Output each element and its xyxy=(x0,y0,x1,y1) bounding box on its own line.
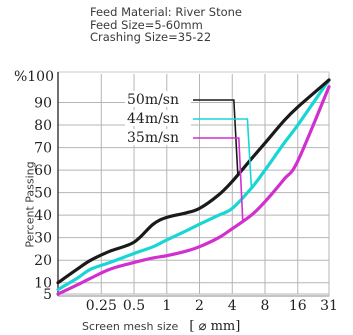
x-axis-unit: [ ⌀ mm] xyxy=(189,319,241,334)
x-axis-label: Screen mesh size xyxy=(82,320,179,333)
legend: 50m/sn 44m/sn 35m/sn xyxy=(125,91,253,222)
x-tick-label: 4 xyxy=(228,298,237,314)
x-tick-label: 0.25 xyxy=(86,298,117,314)
y-tick-label: 80 xyxy=(34,118,52,134)
tick-labels: 510 20 30 40 50 60 70 80 90 %100 0.25 0.5 1 2 4 8 16 31 xyxy=(14,69,338,314)
y-tick-label: 20 xyxy=(34,253,52,269)
x-tick-label: 31 xyxy=(320,298,338,314)
chart-header: Feed Material: River Stone Feed Size=5-6… xyxy=(90,6,330,44)
y-tick-label: 30 xyxy=(34,231,52,247)
y-tick-label: 90 xyxy=(34,96,52,112)
y-tick-label: 60 xyxy=(34,163,52,179)
y-tick-label: 50 xyxy=(34,186,52,202)
legend-label-bg xyxy=(125,91,191,107)
x-tick-label: 1 xyxy=(162,298,171,314)
series-line-44msn xyxy=(56,78,331,292)
grid xyxy=(58,74,330,295)
series-line-50msn xyxy=(56,78,331,285)
plot-frame xyxy=(57,71,330,297)
legend-label-44msn: 44m/sn xyxy=(127,111,179,127)
y-tick-label: 40 xyxy=(34,208,52,224)
legend-leader-50msn xyxy=(193,99,239,175)
y-tick-label: 10 xyxy=(34,276,52,292)
series-line-35msn xyxy=(56,85,331,296)
x-tick-label: 16 xyxy=(289,298,307,314)
y-axis-label: Percent Passing xyxy=(23,161,37,248)
legend-label-bg xyxy=(125,129,191,145)
legend-leader-44msn xyxy=(193,118,253,189)
legend-label-50msn: 50m/sn xyxy=(127,92,179,108)
y-tick-label: 70 xyxy=(34,141,52,157)
y-axis-title: %100 xyxy=(14,69,54,85)
header-crashing-size: Crashing Size=35-22 xyxy=(90,30,212,44)
series-lines xyxy=(56,78,331,296)
legend-label-35msn: 35m/sn xyxy=(127,130,179,146)
x-tick-label: 2 xyxy=(195,298,204,314)
x-axis-label-group: Screen mesh size [ ⌀ mm] xyxy=(82,315,240,334)
y-tick-label: 5 xyxy=(43,287,52,303)
axes xyxy=(57,72,329,297)
legend-leader-35msn xyxy=(193,137,244,222)
x-tick-label: 0.5 xyxy=(123,298,145,314)
header-feed-material: Feed Material: River Stone xyxy=(90,5,242,19)
legend-label-bg xyxy=(125,110,191,126)
x-tick-label: 8 xyxy=(261,298,270,314)
header-feed-size: Feed Size=5-60mm xyxy=(90,17,203,32)
